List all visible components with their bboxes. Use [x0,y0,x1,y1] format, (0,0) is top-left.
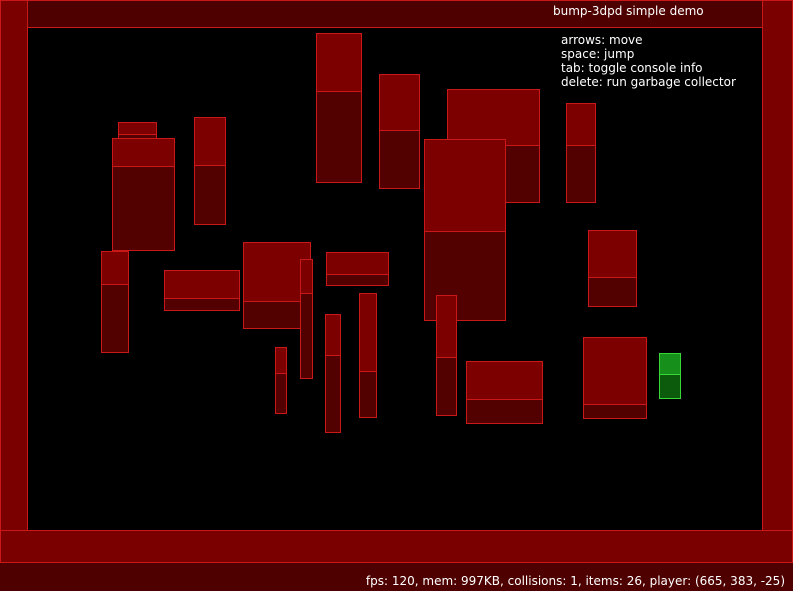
top-wall [0,0,793,28]
block [194,117,226,225]
block [436,295,457,416]
block [424,139,506,321]
block [164,270,240,311]
instruction-console: tab: toggle console info [561,61,703,75]
player [659,353,681,399]
block [466,361,543,424]
bottom-wall [0,530,793,563]
block [359,293,377,418]
instructions-panel: arrows: move space: jump tab: toggle con… [561,33,736,89]
instruction-move: arrows: move [561,33,643,47]
block [300,259,313,379]
block [118,122,157,142]
instruction-jump: space: jump [561,47,635,61]
demo-title: bump-3dpd simple demo [553,4,704,18]
block [588,230,637,307]
block [566,103,596,203]
block [316,33,362,183]
right-wall [762,0,793,532]
block [326,252,389,286]
block [243,242,311,329]
block [583,337,647,419]
block [379,74,420,189]
block [112,138,175,251]
left-wall [0,0,28,532]
status-bar: fps: 120, mem: 997KB, collisions: 1, ite… [0,562,793,591]
block [101,251,129,353]
block [275,347,287,414]
block [325,314,341,433]
status-text: fps: 120, mem: 997KB, collisions: 1, ite… [365,574,785,588]
instruction-gc: delete: run garbage collector [561,75,736,89]
